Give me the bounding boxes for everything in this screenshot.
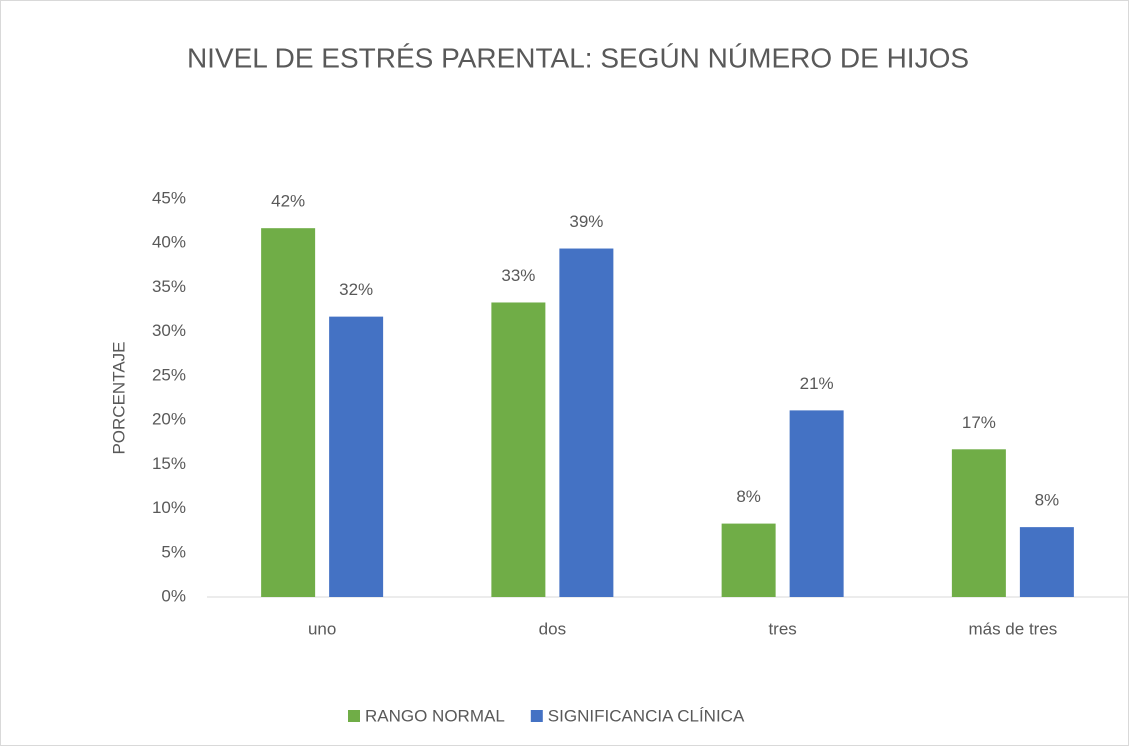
data-label: 32%	[339, 280, 373, 299]
bar	[491, 302, 546, 597]
y-tick-label: 30%	[152, 321, 186, 340]
legend-label: RANGO NORMAL	[365, 706, 505, 725]
x-tick-label: dos	[539, 619, 566, 638]
y-tick-label: 45%	[152, 188, 186, 207]
bar	[721, 523, 776, 597]
y-tick-label: 35%	[152, 277, 186, 296]
y-axis-label: PORCENTAJE	[109, 341, 128, 454]
bar	[1019, 527, 1074, 597]
y-tick-label: 10%	[152, 498, 186, 517]
bar	[951, 449, 1006, 597]
bar	[329, 316, 384, 597]
legend-swatch	[530, 710, 543, 722]
x-tick-label: uno	[308, 619, 336, 638]
data-label: 17%	[962, 413, 996, 432]
legend-label: SIGNIFICANCIA CLÍNICA	[548, 706, 745, 725]
legend-swatch	[348, 710, 360, 722]
bar	[789, 410, 844, 597]
x-tick-label: tres	[768, 619, 796, 638]
data-label: 42%	[271, 192, 305, 211]
y-tick-label: 40%	[152, 233, 186, 252]
data-label: 21%	[800, 374, 834, 393]
data-label: 8%	[1035, 491, 1060, 510]
x-tick-label: más de tres	[968, 619, 1057, 638]
data-label: 8%	[736, 487, 761, 506]
bar	[261, 228, 316, 598]
y-tick-label: 5%	[161, 542, 186, 561]
bar	[559, 248, 614, 598]
y-tick-label: 0%	[161, 586, 186, 605]
chart-title: NIVEL DE ESTRÉS PARENTAL: SEGÚN NÚMERO D…	[187, 42, 969, 73]
data-label: 33%	[501, 266, 535, 285]
y-tick-label: 20%	[152, 410, 186, 429]
y-tick-label: 25%	[152, 365, 186, 384]
data-label: 39%	[569, 212, 603, 231]
y-tick-label: 15%	[152, 454, 186, 473]
